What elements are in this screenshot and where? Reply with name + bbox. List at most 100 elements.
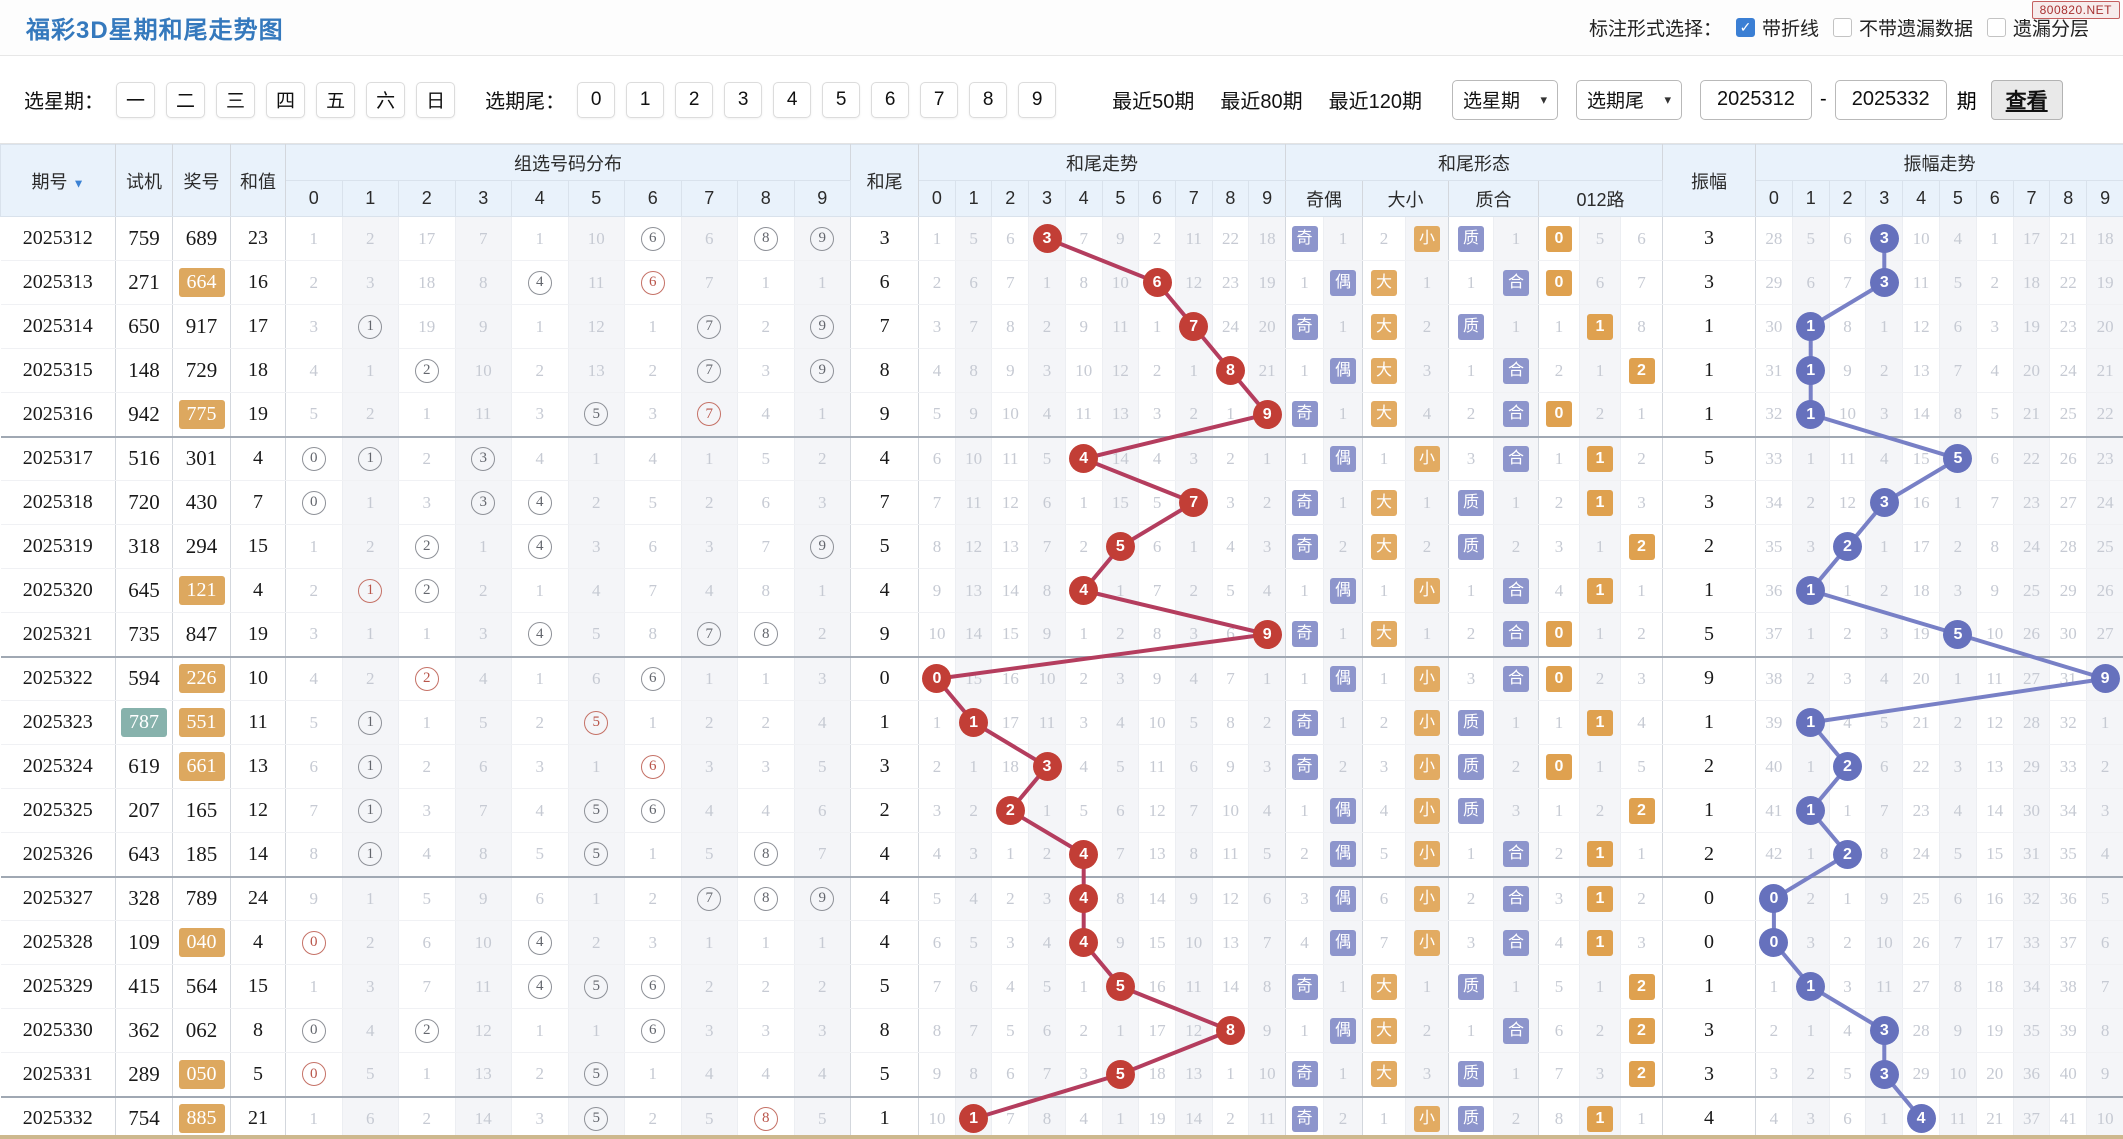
recent-range-link[interactable]: 最近120期: [1328, 91, 1422, 113]
trend-miss-value: 7: [1006, 272, 1015, 292]
table-row: 2025323 787 551 11 5 1 1 5 2 5 1 2 2 4 1 1 1 17 11 3 4 10 5 8 2 奇…: [0, 700, 2123, 745]
big-small-miss-value: 6: [1379, 888, 1389, 908]
trend-miss-value: 14: [965, 624, 983, 644]
road-012-cell: 1: [1538, 436, 1580, 481]
option-no-miss-data[interactable]: 不带遗漏数据: [1832, 14, 1973, 41]
issue-value: 2025330: [22, 1019, 93, 1041]
trend-miss-value: 42: [1765, 844, 1783, 864]
dist-cell: 6: [511, 876, 569, 921]
sum-tail-trend-cell: 8: [991, 304, 1030, 349]
road-012-cell: 3: [1538, 876, 1580, 921]
tail-button[interactable]: 4: [773, 81, 812, 118]
sum-tail-trend-cell: 5: [1102, 744, 1140, 789]
trend-miss-value: 6: [969, 976, 978, 996]
tail-button[interactable]: 8: [969, 81, 1008, 118]
amplitude-ball: 1: [1796, 972, 1826, 1001]
week-button[interactable]: 三: [216, 81, 256, 118]
dist-cell: 2: [398, 1096, 456, 1139]
trend-miss-value: 28: [1912, 1020, 1930, 1040]
week-button[interactable]: 六: [366, 81, 406, 118]
range-from-input[interactable]: [1699, 79, 1812, 120]
dist-miss-value: 2: [366, 932, 375, 952]
trend-miss-value: 23: [2022, 492, 2040, 512]
dist-cell: 5: [285, 700, 343, 745]
tail-button[interactable]: 0: [577, 81, 616, 118]
amplitude-cell: 2: [1662, 832, 1757, 878]
recent-range-link[interactable]: 最近80期: [1220, 91, 1303, 113]
trend-miss-value: 18: [1258, 228, 1276, 248]
sum-tail-trend-cell: 5: [955, 920, 993, 965]
road-012-cell: 2: [1579, 788, 1621, 833]
prime-composite-miss-value: 1: [1511, 316, 1521, 336]
trend-miss-value: 11: [1949, 1108, 1967, 1128]
week-button[interactable]: 二: [166, 81, 206, 118]
option-with-line[interactable]: ✓ 带折线: [1735, 14, 1819, 41]
title-bar: 福彩3D星期和尾走势图 标注形式选择： ✓ 带折线 不带遗漏数据 遗漏分层 80…: [0, 0, 2123, 56]
checkbox-no-miss-icon[interactable]: [1832, 18, 1852, 37]
trend-miss-value: 6: [1843, 1108, 1852, 1128]
checkbox-with-line-icon[interactable]: ✓: [1735, 18, 1755, 37]
odd-even-cell: 2: [1323, 744, 1363, 789]
sum-tail-trend-cell: 10: [1028, 656, 1066, 701]
dist-cell: 8: [737, 568, 795, 613]
week-button[interactable]: 四: [266, 81, 306, 118]
site-badge: 800820.NET: [2031, 1, 2120, 19]
week-button[interactable]: 一: [116, 81, 156, 118]
dist-miss-value: 4: [535, 448, 545, 468]
big-small-cell: 小: [1405, 216, 1449, 261]
sum-tail-trend-cell: 9: [1102, 920, 1140, 965]
dist-miss-value: 3: [422, 492, 432, 512]
tail-button[interactable]: 9: [1018, 81, 1057, 118]
sum-tail-value: 8: [879, 359, 890, 381]
amplitude-trend-cell: 31: [2013, 832, 2051, 878]
amplitude-trend-cell: 26: [2013, 612, 2051, 658]
amplitude-trend-cell: 3: [2086, 788, 2123, 833]
amplitude-trend-cell: 1: [1792, 436, 1830, 481]
amplitude-trend-cell: 1: [1829, 568, 1867, 613]
week-button[interactable]: 五: [316, 81, 356, 118]
trend-miss-value: 37: [2022, 1108, 2040, 1128]
trend-miss-value: 1: [1226, 404, 1235, 424]
dist-cell: 5: [342, 1052, 399, 1098]
tail-button[interactable]: 1: [626, 81, 665, 118]
option-miss-layer[interactable]: 遗漏分层: [1986, 14, 2089, 41]
tail-button[interactable]: 6: [871, 81, 910, 118]
sum-tail-trend-cell: 7: [1138, 568, 1176, 613]
odd-even-cell: 4: [1285, 920, 1324, 965]
tail-button[interactable]: 3: [724, 81, 763, 118]
prime-composite-cell: 合: [1493, 392, 1539, 438]
prime-composite-marker: 质: [1458, 1105, 1484, 1132]
dist-cell: 1: [342, 876, 399, 921]
tail-button[interactable]: 7: [920, 81, 959, 118]
tail-select[interactable]: 选期尾 ▾: [1575, 79, 1682, 120]
sum-tail-trend-cell: 13: [1175, 1052, 1213, 1098]
week-button[interactable]: 日: [416, 81, 456, 118]
sum-tail-ball: 5: [1105, 1059, 1135, 1089]
dist-cell: 6: [624, 524, 682, 569]
dist-cell: 2: [794, 612, 852, 658]
prime-composite-cell: 1: [1493, 700, 1539, 745]
tail-button[interactable]: 2: [675, 81, 714, 118]
dist-hit-circle: 4: [527, 974, 552, 999]
trend-miss-value: 13: [1986, 756, 2004, 776]
tail-button[interactable]: 5: [822, 81, 861, 118]
sum-tail-trend-cell: 6: [1028, 480, 1066, 525]
sum-tail-trend-cell: 4: [1065, 832, 1103, 878]
sum-tail-value: 4: [879, 887, 890, 910]
prize-number-cell: 689: [172, 216, 231, 261]
road-012-miss-value: 1: [1554, 800, 1564, 820]
column-header: 7: [2012, 180, 2051, 217]
checkbox-miss-layer-icon[interactable]: [1986, 18, 2006, 37]
sort-down-icon[interactable]: ▼: [72, 175, 85, 190]
recent-range-link[interactable]: 最近50期: [1112, 91, 1195, 113]
sum-tail-value: 0: [879, 667, 890, 690]
range-to-input[interactable]: [1834, 79, 1947, 120]
sum-tail-trend-cell: 9: [1138, 656, 1176, 701]
big-small-marker: 小: [1414, 577, 1440, 604]
dist-repeat-circle: 0: [301, 1062, 326, 1087]
dist-miss-value: 2: [592, 492, 601, 512]
week-select[interactable]: 选星期 ▾: [1451, 79, 1558, 120]
view-button[interactable]: 查看: [1990, 79, 2063, 120]
issue-cell: 2025322: [0, 656, 116, 701]
trend-miss-value: 5: [932, 404, 942, 424]
